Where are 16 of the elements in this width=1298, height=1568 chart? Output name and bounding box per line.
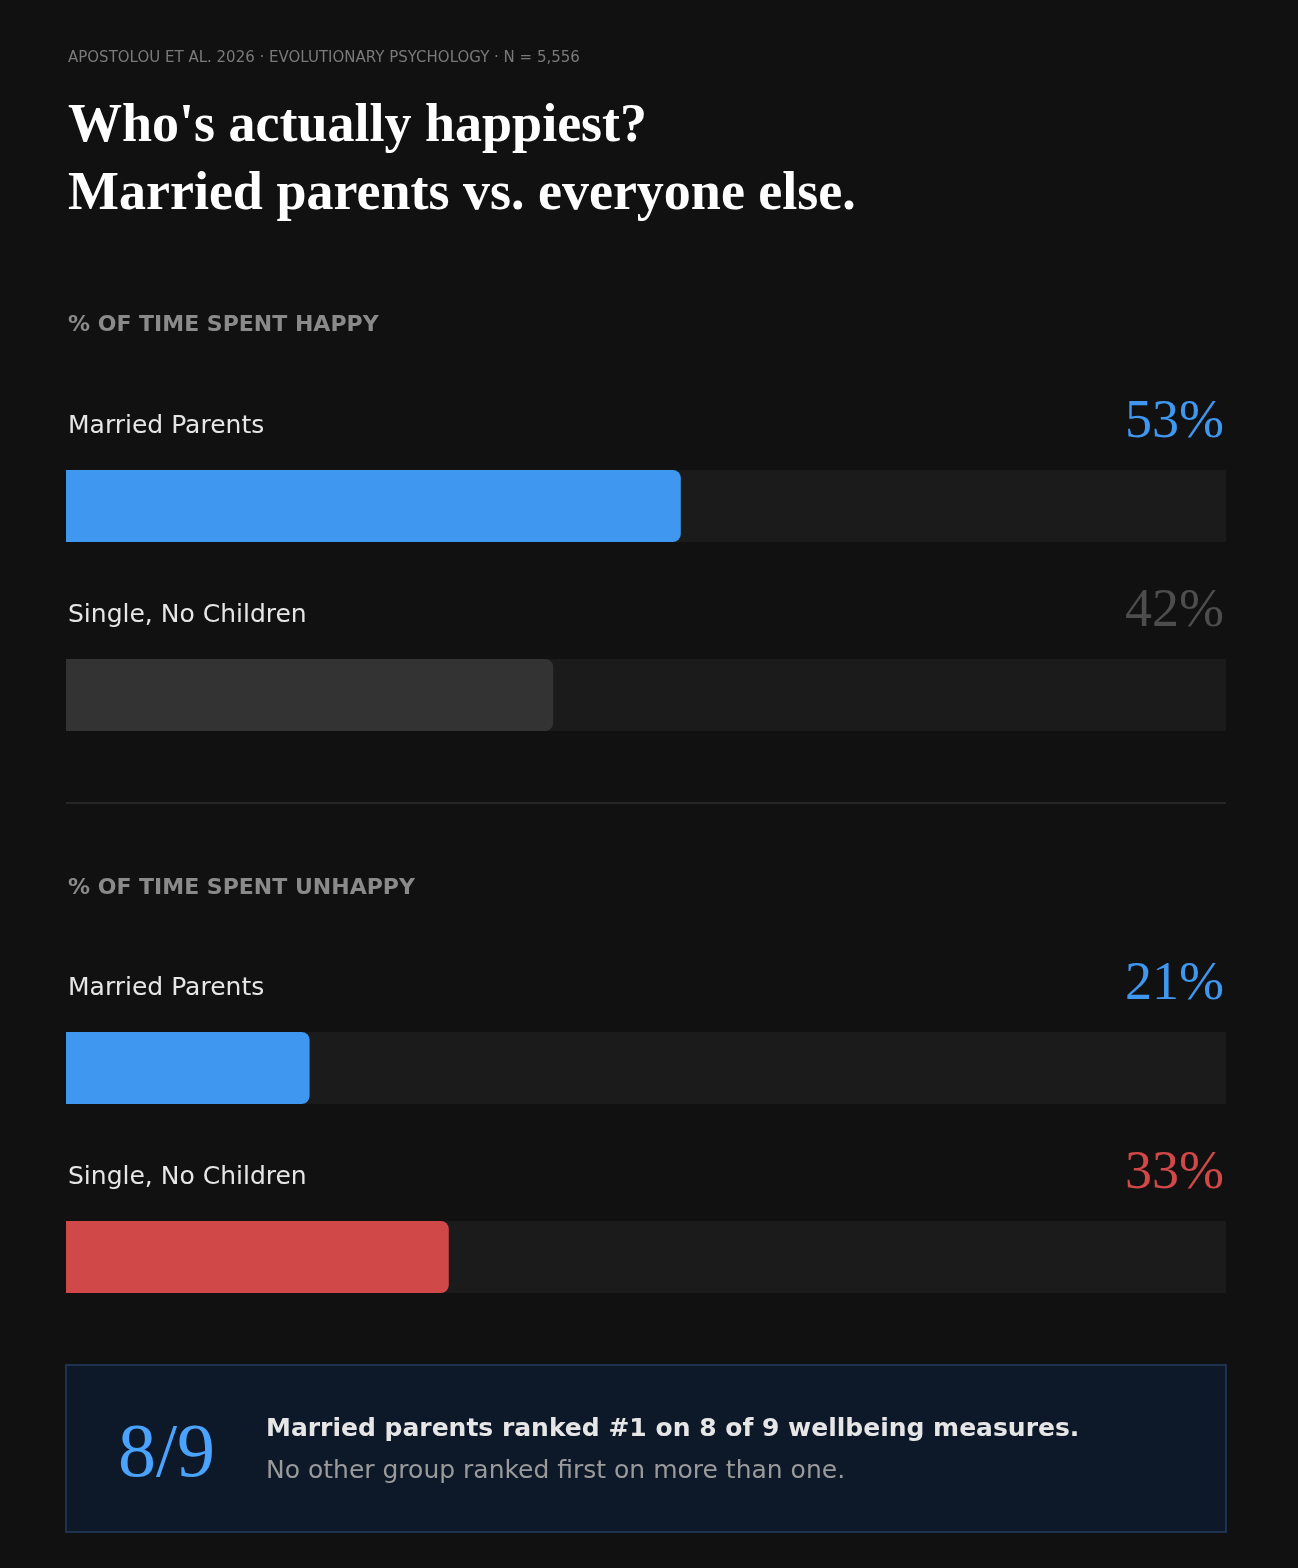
data-label: 21% (1125, 951, 1224, 1011)
chart-title: % OF TIME SPENT UNHAPPY (68, 874, 416, 899)
text: Married parents ranked #1 on 8 of 9 wellbeing measures. (266, 1413, 1080, 1442)
text: 8/9 (118, 1408, 216, 1492)
data-label: 42% (1125, 578, 1224, 638)
data-label: 53% (1125, 389, 1224, 449)
text: APOSTOLOU ET AL. 2026 · EVOLUTIONARY PSYCHOLOGY · N = 5,556 (68, 48, 580, 66)
y-tick-label: Single, No Children (68, 1161, 307, 1190)
y-tick-label: Married Parents (68, 972, 265, 1001)
text: No other group ranked first on more than one. (266, 1455, 846, 1484)
y-tick-label: Single, No Children (68, 599, 307, 628)
data-label: 33% (1125, 1140, 1224, 1200)
text: Married parents vs. everyone else. (68, 161, 856, 221)
y-tick-label: Married Parents (68, 410, 265, 439)
chart-title: % OF TIME SPENT HAPPY (68, 311, 380, 336)
text: Who's actually happiest? (68, 93, 648, 153)
